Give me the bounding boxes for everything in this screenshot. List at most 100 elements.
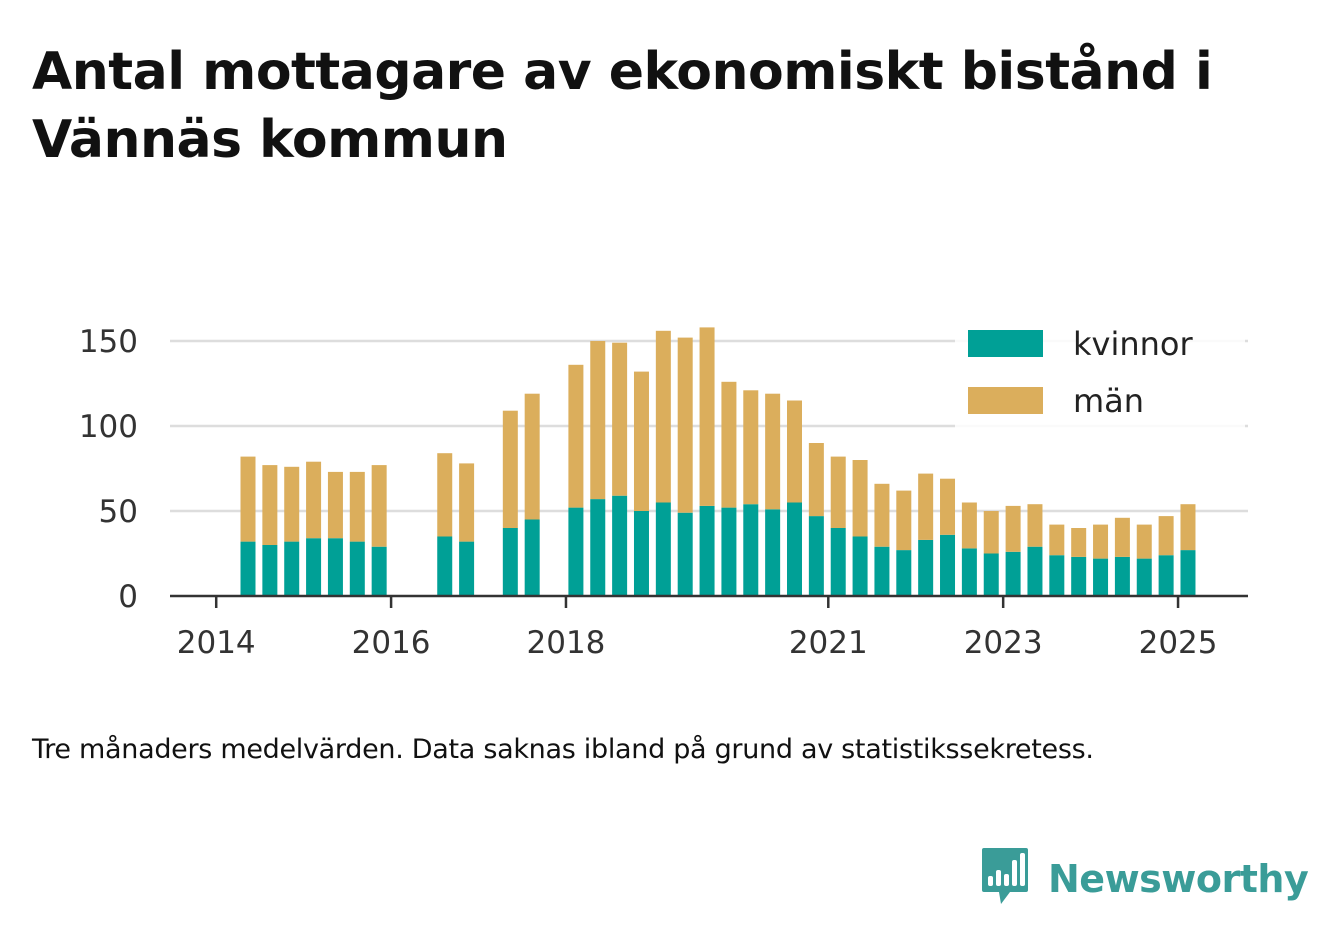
x-tick-label: 2021 <box>789 625 868 661</box>
x-tick-label: 2023 <box>964 625 1043 661</box>
bar-kvinnor <box>306 538 322 596</box>
y-tick-label: 0 <box>118 579 138 615</box>
bar-män <box>808 443 824 517</box>
bar-kvinnor <box>765 509 781 596</box>
bar-män <box>306 461 322 539</box>
brand-name: Newsworthy <box>1048 857 1309 901</box>
bar-kvinnor <box>262 545 278 596</box>
bar-kvinnor <box>1005 551 1021 596</box>
bar-män <box>1180 504 1196 551</box>
bar-kvinnor <box>808 516 824 596</box>
bar-kvinnor <box>327 538 343 596</box>
brand-logo: Newsworthy <box>980 846 1309 912</box>
x-tick-label: 2016 <box>352 625 431 661</box>
y-tick-label: 100 <box>79 409 138 445</box>
bar-män <box>371 465 387 547</box>
bar-män <box>1071 528 1087 557</box>
bar-kvinnor <box>961 548 977 596</box>
bar-män <box>830 456 846 528</box>
bar-kvinnor <box>1071 556 1087 596</box>
bar-kvinnor <box>896 550 912 596</box>
bar-kvinnor <box>830 528 846 596</box>
chart: 0 50 100 150 2014 2016 2018 2021 2023 2025 kvinnor… <box>78 324 1248 661</box>
bar-kvinnor <box>918 539 934 596</box>
bar-kvinnor <box>437 536 453 596</box>
y-tick-label: 150 <box>79 324 138 360</box>
bar-män <box>765 393 781 510</box>
bar-kvinnor <box>940 534 956 596</box>
bar-män <box>240 456 256 542</box>
footnote: Tre månaders medelvärden. Data saknas ib… <box>32 734 1094 765</box>
legend-swatch-kvinnor <box>968 330 1043 357</box>
bar-kvinnor <box>721 507 737 596</box>
bar-män <box>1136 524 1152 559</box>
bar-kvinnor <box>743 504 759 596</box>
bar-kvinnor <box>699 505 715 596</box>
bar-kvinnor <box>1027 546 1043 596</box>
bar-män <box>918 473 934 540</box>
x-tick-label: 2014 <box>177 625 256 661</box>
bar-män <box>590 341 606 500</box>
bar-män <box>743 390 759 505</box>
bar-män <box>787 400 802 503</box>
bar-kvinnor <box>240 541 256 596</box>
bar-män <box>940 478 956 535</box>
x-tick-label: 2025 <box>1139 625 1218 661</box>
chart-title: Antal mottagare av ekonomiskt bistånd i … <box>32 42 1213 170</box>
bar-män <box>524 393 540 520</box>
bar-män <box>284 466 300 542</box>
bar-män <box>633 371 649 511</box>
bar-kvinnor <box>1158 555 1174 596</box>
bar-kvinnor <box>590 499 606 596</box>
bar-kvinnor <box>568 507 584 596</box>
bar-män <box>852 460 868 537</box>
bar-kvinnor <box>371 546 387 596</box>
bar-kvinnor <box>1136 558 1152 596</box>
bar-män <box>983 511 999 554</box>
bar-män <box>721 381 737 508</box>
legend-label-män: män <box>1073 382 1144 420</box>
bar-män <box>327 471 343 539</box>
bar-kvinnor <box>852 536 868 596</box>
bar-män <box>1093 524 1109 559</box>
bar-män <box>437 453 453 537</box>
bar-män <box>655 330 671 503</box>
bar-kvinnor <box>349 541 365 596</box>
bar-kvinnor <box>787 502 802 596</box>
bar-män <box>1005 505 1021 552</box>
bar-män <box>961 502 977 549</box>
bar-kvinnor <box>633 511 649 596</box>
bar-män <box>459 463 475 542</box>
bar-kvinnor <box>1180 550 1196 596</box>
bar-män <box>874 483 890 547</box>
bar-män <box>349 471 365 542</box>
bar-män <box>896 490 912 551</box>
bar-kvinnor <box>1114 556 1130 596</box>
bar-kvinnor <box>874 546 890 596</box>
bar-män <box>1027 504 1043 547</box>
bar-män <box>699 327 715 506</box>
bar-kvinnor <box>459 541 475 596</box>
bar-män <box>1049 524 1065 556</box>
bar-kvinnor <box>655 502 671 596</box>
legend-label-kvinnor: kvinnor <box>1073 325 1194 363</box>
legend-swatch-män <box>968 387 1043 414</box>
bar-män <box>502 410 518 528</box>
bar-chart-speech-bubble-icon <box>980 846 1030 912</box>
bar-kvinnor <box>502 528 518 596</box>
bar-kvinnor <box>1049 555 1065 596</box>
bar-män <box>262 465 278 545</box>
bar-kvinnor <box>1093 558 1109 596</box>
x-tick-label: 2018 <box>527 625 606 661</box>
bar-kvinnor <box>677 512 693 596</box>
bar-män <box>1114 517 1130 557</box>
bar-kvinnor <box>612 495 628 596</box>
bar-kvinnor <box>524 519 540 596</box>
bar-män <box>612 342 628 496</box>
bar-män <box>677 337 693 513</box>
bar-kvinnor <box>983 553 999 596</box>
bar-män <box>568 364 584 508</box>
y-tick-label: 50 <box>99 494 138 530</box>
bar-kvinnor <box>284 541 300 596</box>
bar-män <box>1158 516 1174 556</box>
